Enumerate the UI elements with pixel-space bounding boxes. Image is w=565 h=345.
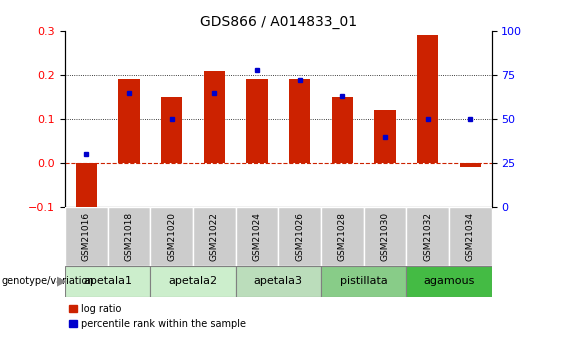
Bar [161, 97, 182, 163]
Bar [150, 207, 193, 266]
Bar [321, 266, 406, 297]
Bar [236, 266, 321, 297]
Text: GSM21022: GSM21022 [210, 212, 219, 261]
Bar [76, 163, 97, 214]
Bar [118, 79, 140, 163]
Text: GSM21016: GSM21016 [82, 212, 91, 261]
Bar [236, 207, 278, 266]
Bar [289, 79, 310, 163]
Text: GSM21024: GSM21024 [253, 212, 262, 261]
Text: GSM21032: GSM21032 [423, 212, 432, 261]
Bar [364, 207, 406, 266]
Text: genotype/variation: genotype/variation [1, 276, 94, 286]
Bar [203, 71, 225, 163]
Bar [449, 207, 492, 266]
Bar [417, 36, 438, 163]
Text: GSM21030: GSM21030 [380, 212, 389, 261]
Bar [65, 266, 150, 297]
Bar [459, 163, 481, 167]
Bar [374, 110, 396, 163]
Bar [65, 207, 107, 266]
Bar [246, 79, 268, 163]
Bar [193, 207, 236, 266]
Bar [107, 207, 150, 266]
Text: apetala3: apetala3 [254, 276, 303, 286]
Text: GSM21028: GSM21028 [338, 212, 347, 261]
Text: GSM21026: GSM21026 [295, 212, 304, 261]
Bar [321, 207, 364, 266]
Bar [279, 207, 321, 266]
Bar [406, 207, 449, 266]
Bar [406, 266, 492, 297]
Text: GSM21020: GSM21020 [167, 212, 176, 261]
Text: agamous: agamous [423, 276, 475, 286]
Legend: log ratio, percentile rank within the sample: log ratio, percentile rank within the sa… [65, 300, 249, 333]
Text: GSM21018: GSM21018 [124, 212, 133, 261]
Title: GDS866 / A014833_01: GDS866 / A014833_01 [199, 14, 357, 29]
Text: ▶: ▶ [56, 275, 66, 288]
Text: pistillata: pistillata [340, 276, 388, 286]
Bar [150, 266, 236, 297]
Text: apetala1: apetala1 [83, 276, 132, 286]
Text: apetala2: apetala2 [168, 276, 218, 286]
Bar [332, 97, 353, 163]
Text: GSM21034: GSM21034 [466, 212, 475, 261]
